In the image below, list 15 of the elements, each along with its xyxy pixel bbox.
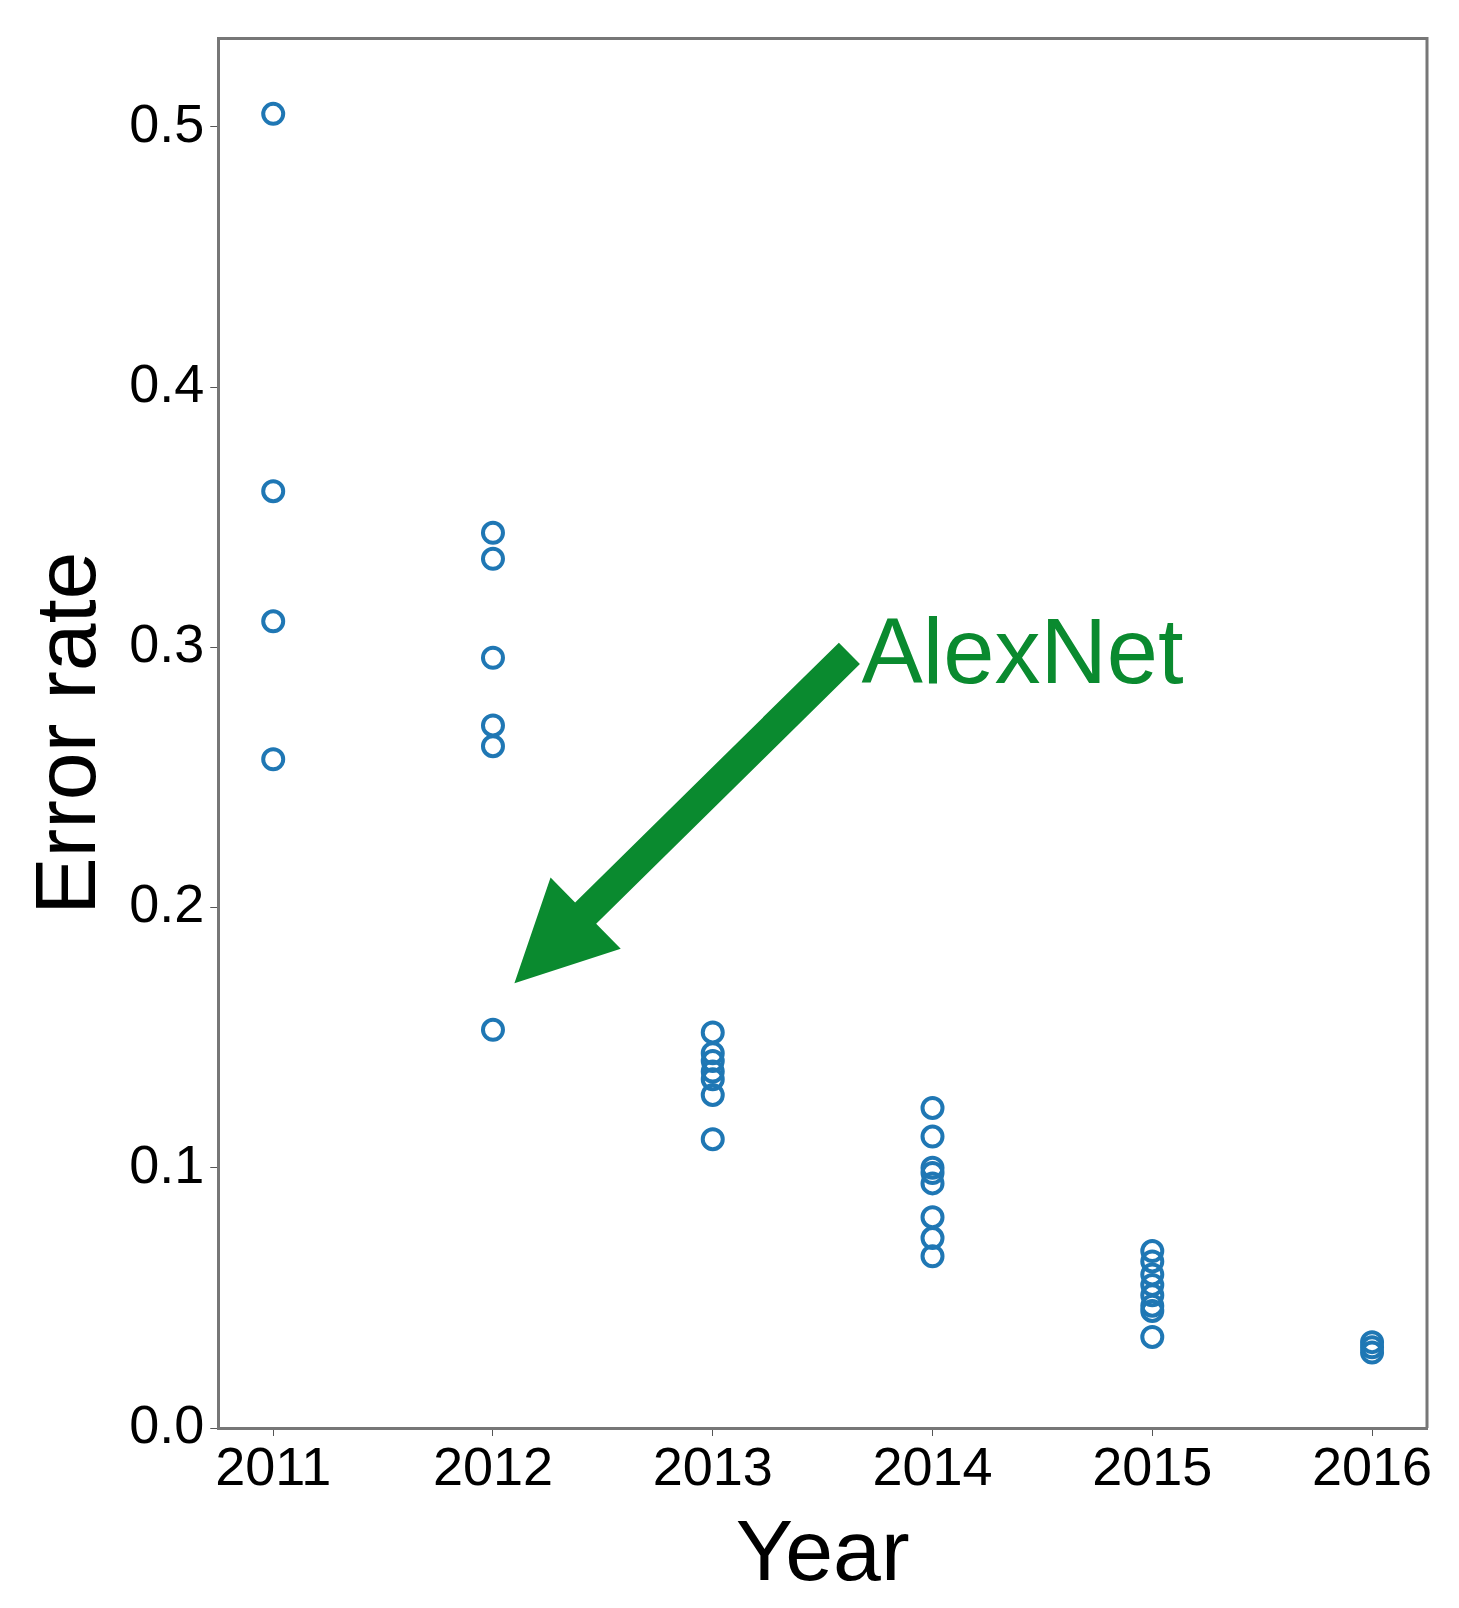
x-axis-title: Year [735,1502,910,1599]
x-tick-label: 2016 [1311,1436,1433,1497]
y-tick-label: 0.4 [129,352,205,413]
x-tick-label: 2013 [652,1436,773,1497]
y-axis-title: Error rate [17,551,114,915]
y-tick-label: 0.1 [129,1133,205,1194]
y-tick-label: 0.3 [129,613,205,674]
y-tick-label: 0.2 [129,873,205,934]
x-tick-label: 2012 [432,1436,554,1497]
x-tick-label: 2011 [215,1436,332,1497]
y-tick-label: 0.0 [129,1393,205,1454]
y-tick-label: 0.5 [129,92,205,153]
x-tick-label: 2015 [1092,1436,1213,1497]
annotation: AlexNet [861,600,1184,703]
x-tick-label: 2014 [872,1436,993,1497]
